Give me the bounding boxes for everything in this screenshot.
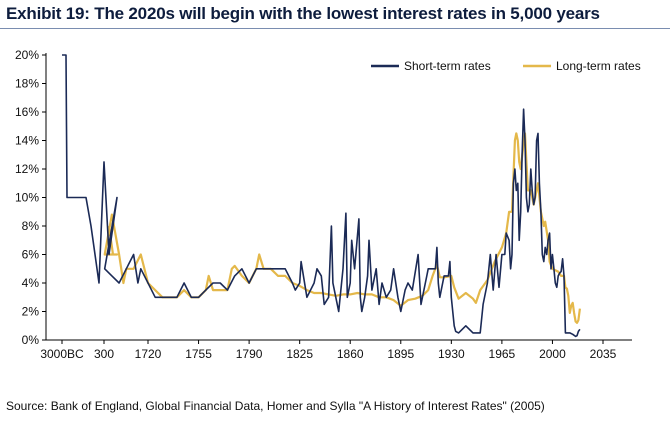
x-tick-label: 1720 [135,347,162,361]
y-tick-label: 20% [15,48,39,62]
x-tick-label: 1825 [286,347,313,361]
chart-axes: 0% 2% 4% 6% 8% 10% 12% 14% 16% 18% 20% 3000BC 300 172… [15,48,632,361]
x-tick-label: 1930 [438,347,465,361]
x-tick-label: 1965 [489,347,516,361]
x-tick-label: 1790 [236,347,263,361]
y-tick-label: 12% [15,162,39,176]
y-tick-label: 6% [22,248,40,262]
source-note: Source: Bank of England, Global Financia… [6,399,545,413]
x-tick-label: 1755 [185,347,212,361]
x-tick-label: 3000BC [40,347,84,361]
chart-legend: Short-term rates Long-term rates [371,59,641,73]
y-tick-label: 2% [22,305,40,319]
y-tick-label: 16% [15,105,39,119]
y-tick-label: 18% [15,77,39,91]
y-tick-label: 10% [15,191,39,205]
chart-series [62,54,581,338]
x-tick-label: 2035 [590,347,617,361]
y-tick-label: 8% [22,219,40,233]
short-term-rates-line [62,54,581,338]
legend-short-term: Short-term rates [371,59,491,73]
legend-long-term-label: Long-term rates [556,59,641,73]
y-tick-label: 14% [15,134,39,148]
x-tick-label: 300 [94,347,114,361]
chart-title: Exhibit 19: The 2020s will begin with th… [6,4,600,23]
y-tick-label: 0% [22,333,40,347]
legend-short-term-label: Short-term rates [404,59,491,73]
title-rule [0,28,670,29]
long-term-rates-line [103,132,581,324]
legend-long-term: Long-term rates [523,59,641,73]
x-tick-label: 1860 [337,347,364,361]
x-tick-label: 2000 [539,347,566,361]
y-tick-label: 4% [22,276,40,290]
x-tick-label: 1895 [387,347,414,361]
